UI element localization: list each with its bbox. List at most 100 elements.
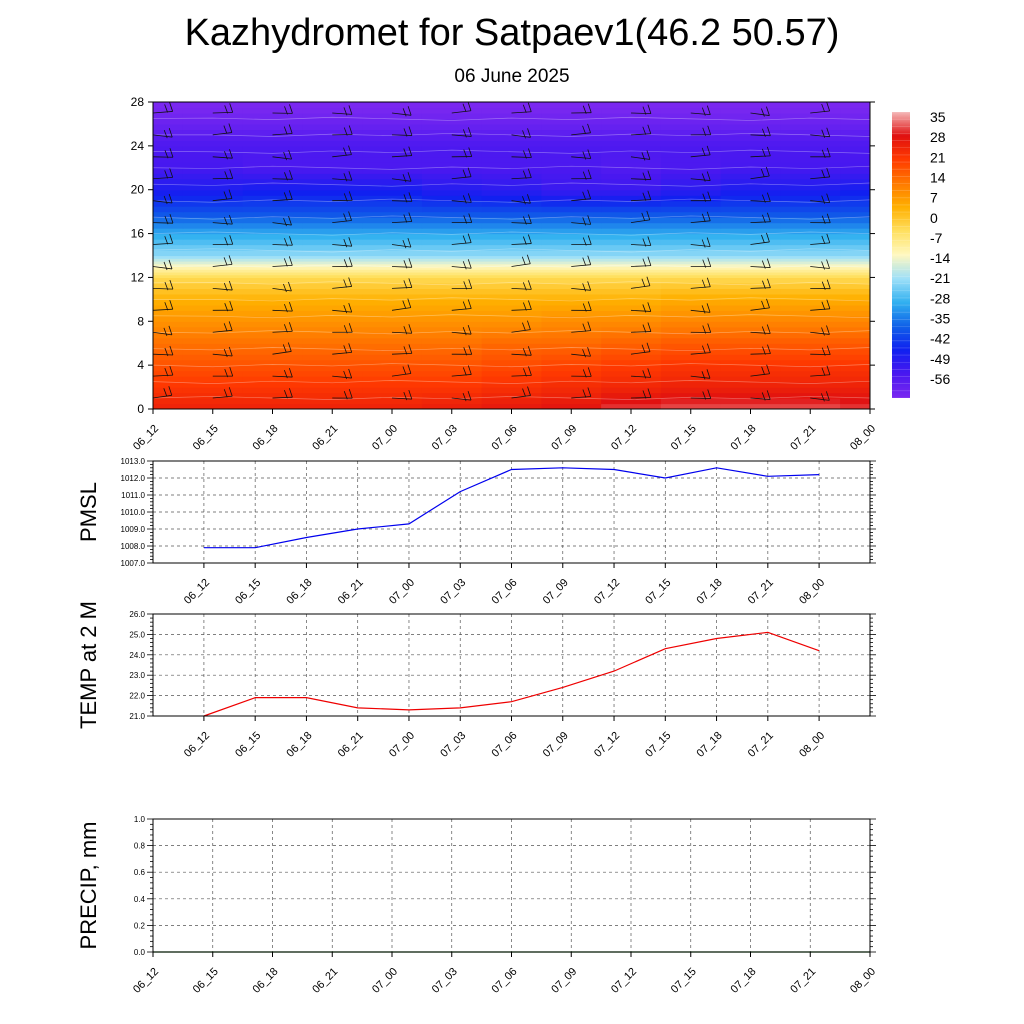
ytick-label: 1013.0 <box>121 457 146 466</box>
wind-barb-flag <box>886 189 889 198</box>
contour-line <box>153 149 870 154</box>
heatmap-cell <box>153 134 184 141</box>
heatmap-cell <box>182 211 244 218</box>
colorbar-swatch <box>892 112 910 398</box>
wind-barb-flag <box>882 237 885 245</box>
heatmap-cell <box>601 178 662 185</box>
heatmap-cell <box>840 184 870 191</box>
wind-barb-flag <box>223 323 228 332</box>
wind-barb <box>332 112 352 115</box>
ytick-label: 1011.0 <box>121 491 145 500</box>
wind-barb-flag <box>821 169 826 179</box>
heatmap-cell <box>182 365 244 372</box>
heatmap-cell <box>182 293 244 300</box>
heatmap-cell <box>362 228 423 235</box>
heatmap-cell <box>182 112 244 120</box>
heatmap-cell <box>541 129 602 136</box>
heatmap-cell <box>421 145 483 152</box>
wind-barb-flag <box>587 235 592 245</box>
wind-barb-flag <box>821 301 826 310</box>
heatmap-cell <box>601 134 662 141</box>
wind-barb-flag <box>642 106 647 115</box>
heatmap-cell <box>421 293 483 300</box>
wind-barb <box>810 200 830 204</box>
wind-barb-flag <box>223 125 228 134</box>
wind-barb-flag <box>402 108 407 117</box>
ytick-label: 1.0 <box>134 815 146 824</box>
heatmap-cell <box>362 266 423 270</box>
heatmap-cell <box>421 304 483 311</box>
wind-barb-flag <box>463 215 468 224</box>
wind-barb-flag <box>821 129 826 138</box>
heatmap-cell <box>153 244 184 251</box>
heatmap-cell <box>840 145 870 152</box>
heatmap-cell <box>720 222 781 229</box>
heatmap-cell <box>840 217 870 224</box>
heatmap-cell <box>302 244 363 251</box>
wind-barb <box>272 133 293 136</box>
wind-barb-flag <box>403 280 408 289</box>
wind-barb-flag <box>229 301 234 311</box>
heatmap-cell <box>481 359 542 366</box>
heatmap-cell <box>182 277 244 284</box>
wind-barb-flag <box>761 260 766 269</box>
wind-barb-flag <box>462 261 467 270</box>
heatmap-cell <box>720 107 781 114</box>
heatmap-cell <box>302 315 363 322</box>
heatmap-cell <box>421 162 483 169</box>
wind-barb-flag <box>343 325 348 334</box>
wind-barb-flag <box>223 282 228 292</box>
heatmap-cell <box>481 321 542 328</box>
heatmap-cell <box>660 392 722 399</box>
wind-barb-flag <box>587 255 592 265</box>
wind-barb-flag <box>408 278 413 288</box>
heatmap-cell <box>302 392 363 399</box>
heatmap-cell <box>302 173 363 180</box>
heatmap-cell <box>660 269 722 273</box>
xtick-label: 07_03 <box>438 730 468 760</box>
heatmap-xtick-label: 08_00 <box>848 423 878 453</box>
wind-barb-flag <box>886 387 889 396</box>
ytick-label: 0.2 <box>134 921 146 930</box>
wind-barb-flag <box>289 236 293 246</box>
heatmap-cell <box>720 288 781 295</box>
heatmap-cell <box>182 321 244 328</box>
heatmap-cell <box>421 134 483 141</box>
heatmap-cell <box>601 206 662 213</box>
wind-barb <box>690 220 711 224</box>
heatmap-cell <box>780 321 841 328</box>
wind-barb-flag <box>283 258 288 267</box>
wind-barb-flag <box>706 303 711 313</box>
heatmap-cell <box>601 348 662 355</box>
wind-barb-flag <box>223 257 228 266</box>
heatmap-cell <box>780 129 841 136</box>
wind-barb-flag <box>701 213 706 222</box>
wind-barb <box>810 308 830 311</box>
heatmap-cell <box>242 263 303 268</box>
heatmap-cell <box>302 370 363 377</box>
contour-line <box>153 330 870 335</box>
heatmap-cell <box>302 156 363 163</box>
wind-barb <box>153 308 173 311</box>
wind-barb <box>630 309 651 312</box>
wind-barb-flag <box>821 149 826 158</box>
xtick-label: 06_18 <box>251 966 281 996</box>
heatmap-cell <box>840 271 870 276</box>
contour-line <box>153 314 870 319</box>
heatmap-cell <box>421 200 483 207</box>
heatmap-cell <box>362 129 423 136</box>
heatmap-cell <box>541 107 602 114</box>
wind-barb-flag <box>882 349 885 357</box>
wind-barb-flag <box>821 235 826 245</box>
heatmap-cell <box>660 145 722 152</box>
heatmap-cell <box>481 310 542 317</box>
wind-barb-flag <box>523 368 527 377</box>
wind-barb <box>630 244 651 246</box>
wind-barb <box>869 244 870 245</box>
heatmap-cell <box>840 134 870 141</box>
heatmap-cell <box>362 348 423 355</box>
ytick-label: 0.4 <box>134 895 146 904</box>
heatmap-cell <box>153 269 184 273</box>
wind-barb <box>750 155 771 158</box>
heatmap-cell <box>182 376 244 383</box>
